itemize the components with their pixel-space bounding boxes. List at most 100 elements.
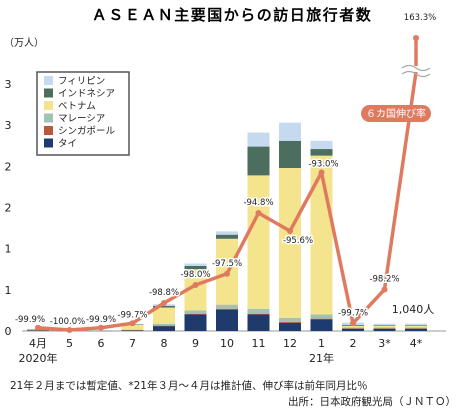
bar-segment <box>153 324 175 326</box>
growth-point <box>192 282 199 288</box>
growth-point <box>318 169 325 176</box>
growth-callout-box <box>361 105 431 122</box>
growth-callout-text: ６カ国伸び率 <box>366 107 426 120</box>
bar-segment <box>121 324 144 330</box>
y-tick-label: 3 <box>5 119 12 132</box>
x-year-label: 21年 <box>309 351 334 365</box>
bar-segment <box>342 327 364 329</box>
growth-point <box>413 35 419 41</box>
bar-segment <box>405 327 427 329</box>
y-tick-label: 3 <box>5 78 12 91</box>
growth-point <box>161 300 167 306</box>
bar-segment <box>247 132 270 147</box>
bar-segment <box>373 325 396 327</box>
growth-point <box>287 228 293 234</box>
growth-point <box>129 320 136 327</box>
bar-segment <box>405 323 427 326</box>
x-tick-label: 4月 <box>29 337 47 350</box>
bar-segment <box>184 263 207 266</box>
legend-swatch <box>44 88 53 98</box>
bar-segment <box>279 122 301 141</box>
x-year-label: 2020年 <box>19 351 58 365</box>
bar-segment <box>153 325 175 327</box>
x-tick-label: 5 <box>66 337 73 350</box>
bar-segment <box>153 307 175 325</box>
growth-label: -100.0% <box>50 317 85 327</box>
bar-segment <box>184 265 207 270</box>
x-tick-label: 4* <box>410 337 423 350</box>
growth-point <box>98 324 104 331</box>
bar-segment <box>216 304 238 309</box>
legend-swatch <box>44 126 53 135</box>
bar-segment <box>279 321 301 323</box>
bar-segment <box>216 309 238 331</box>
legend-swatch <box>44 76 53 85</box>
y-axis-unit: （万人） <box>4 37 44 49</box>
growth-point <box>224 270 230 277</box>
bar-segment <box>373 323 396 326</box>
y-tick-label: 0 <box>5 325 12 338</box>
bar-segment <box>247 308 270 314</box>
bar-segment <box>310 314 333 319</box>
growth-point <box>381 286 388 293</box>
legend-label: インドネシア <box>58 89 115 100</box>
x-tick-label: 2 <box>350 337 357 350</box>
legend-label: フィリピン <box>58 76 105 87</box>
bar-segment <box>247 175 270 309</box>
y-tick-label: 1 <box>5 284 12 297</box>
x-tick-label: 7 <box>129 337 136 350</box>
growth-point <box>255 210 262 216</box>
growth-label: -99.9% <box>15 315 45 325</box>
growth-point <box>35 324 41 331</box>
x-tick-label: 8 <box>161 337 168 350</box>
bar-segment <box>184 310 207 314</box>
x-tick-label: 1 <box>318 337 325 350</box>
bar-segment <box>342 328 364 329</box>
bar-segment <box>373 327 396 329</box>
growth-callout: ６カ国伸び率 <box>361 105 431 122</box>
axis-break-mark <box>401 64 431 78</box>
legend-label: タイ <box>58 139 77 150</box>
growth-label: -98.0% <box>180 270 210 280</box>
last-value-annotation: 1,040人 <box>392 303 435 316</box>
growth-label: -98.2% <box>369 275 399 285</box>
bar-segment <box>216 234 238 239</box>
bar-segment <box>153 326 175 331</box>
bar-segment <box>373 325 396 328</box>
bar-segment <box>342 325 364 328</box>
legend-label: シンガポール <box>58 126 116 137</box>
bar-segment <box>153 305 175 308</box>
growth-point <box>350 320 356 327</box>
growth-label: -99.7% <box>338 308 368 318</box>
bar-segment <box>247 314 270 331</box>
bar-segment <box>405 328 427 331</box>
legend-label: ベトナム <box>58 101 96 112</box>
legend-swatch <box>44 101 53 110</box>
y-tick-label: 2 <box>5 202 12 215</box>
bar-segment <box>310 319 333 331</box>
bar-segment <box>184 314 207 331</box>
bar-segment <box>405 325 427 327</box>
growth-label: -97.5% <box>212 259 242 269</box>
bar-segment <box>373 328 396 329</box>
bar-segment <box>310 149 333 156</box>
bar-segment <box>216 308 238 310</box>
growth-label: -99.9% <box>86 315 116 325</box>
bar-segment <box>405 328 427 329</box>
growth-label: -93.0% <box>308 160 338 170</box>
growth-label: -98.8% <box>149 288 179 298</box>
bar-segment <box>247 146 270 176</box>
legend-swatch <box>44 113 53 123</box>
growth-label: -95.6% <box>283 236 313 246</box>
bar-segment <box>279 322 301 331</box>
chart-title: ＡＳＥＡＮ主要国からの訪日旅行者数 <box>92 6 373 24</box>
bar-segment <box>342 328 364 331</box>
bar-segment <box>121 330 144 331</box>
bar-segment <box>184 269 207 311</box>
footer-note: 21年２月までは暫定値、*21年３月〜４月は推計値、伸び率は前年同月比％ <box>10 379 367 392</box>
bar-segment <box>247 313 270 315</box>
legend-swatch <box>44 138 53 148</box>
y-tick-label: 2 <box>5 160 12 173</box>
bar-segment <box>405 325 427 328</box>
